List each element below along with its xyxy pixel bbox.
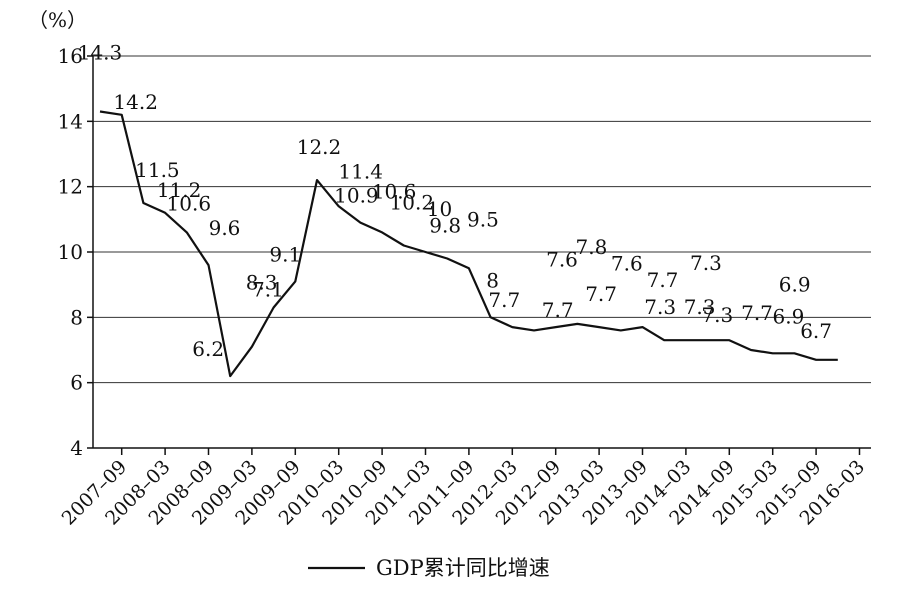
data-label: 7.3 xyxy=(644,295,676,319)
x-axis-tick-labels: 2007–092008–032008–092009–032009–092010–… xyxy=(58,456,869,530)
data-label: 6.2 xyxy=(192,337,224,361)
data-label: 7.6 xyxy=(546,247,578,271)
data-label: 7.7 xyxy=(647,268,679,292)
y-axis-unit-label: （%） xyxy=(28,8,87,32)
data-label: 12.2 xyxy=(297,135,342,159)
data-label: 7.7 xyxy=(488,288,520,312)
data-label: 9.1 xyxy=(269,242,301,266)
data-label: 7.3 xyxy=(684,295,716,319)
y-tick-label: 8 xyxy=(70,305,83,329)
y-tick-label: 12 xyxy=(58,175,83,199)
legend-label: GDP累计同比增速 xyxy=(376,556,550,580)
data-label: 7.1 xyxy=(252,278,284,302)
data-label: 14.2 xyxy=(113,90,158,114)
data-label: 6.9 xyxy=(772,304,804,328)
y-tick-label: 10 xyxy=(58,240,83,264)
data-label: 7.7 xyxy=(542,298,574,322)
data-label: 8 xyxy=(486,268,499,292)
data-label: 6.9 xyxy=(779,272,811,296)
data-label: 10.6 xyxy=(372,179,417,203)
series-line xyxy=(99,110,838,378)
data-label: 10 xyxy=(427,197,452,221)
data-label: 8.3 xyxy=(246,271,278,295)
gridlines xyxy=(93,55,871,384)
data-label: 9.6 xyxy=(209,216,241,240)
data-label: 11.4 xyxy=(338,159,383,183)
data-label: 7.3 xyxy=(701,303,733,327)
data-label: 11.5 xyxy=(135,158,180,182)
data-label: 6.7 xyxy=(800,319,832,343)
data-label: 11.2 xyxy=(157,178,202,202)
legend: GDP累计同比增速 xyxy=(308,556,550,580)
data-label: 7.8 xyxy=(575,235,607,259)
data-label: 7.7 xyxy=(741,301,773,325)
data-labels: 14.314.211.511.210.69.66.27.18.39.112.21… xyxy=(78,41,832,362)
axes xyxy=(87,55,871,455)
data-label: 10.2 xyxy=(390,191,435,215)
data-label: 10.6 xyxy=(167,191,212,215)
data-label: 14.3 xyxy=(78,41,123,65)
y-tick-label: 6 xyxy=(70,371,83,395)
y-tick-label: 14 xyxy=(58,109,83,133)
data-label: 9.5 xyxy=(467,207,499,231)
data-label: 10.9 xyxy=(334,184,379,208)
data-label: 7.7 xyxy=(585,282,617,306)
data-label: 9.8 xyxy=(429,214,461,238)
data-label: 7.3 xyxy=(690,251,722,275)
series-lines xyxy=(99,110,838,378)
y-tick-label: 4 xyxy=(70,436,83,460)
y-tick-label: 16 xyxy=(58,44,83,68)
data-label: 7.6 xyxy=(611,251,643,275)
y-axis-tick-labels: 4 6 8 10 12 14 16 xyxy=(58,44,83,460)
